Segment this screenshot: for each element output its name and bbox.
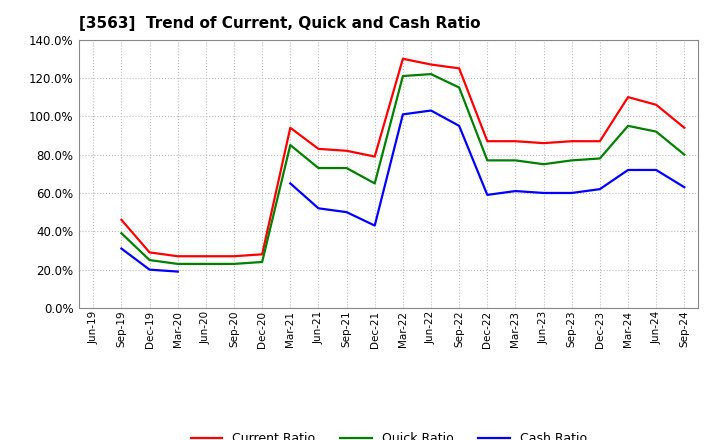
Current Ratio	[483, 139, 492, 144]
Cash Ratio	[286, 181, 294, 186]
Quick Ratio	[342, 165, 351, 171]
Cash Ratio	[539, 191, 548, 196]
Current Ratio	[680, 125, 688, 130]
Current Ratio	[624, 95, 632, 100]
Legend: Current Ratio, Quick Ratio, Cash Ratio: Current Ratio, Quick Ratio, Cash Ratio	[186, 427, 592, 440]
Quick Ratio	[230, 261, 238, 267]
Current Ratio	[399, 56, 408, 62]
Quick Ratio	[567, 158, 576, 163]
Cash Ratio	[455, 123, 464, 128]
Cash Ratio	[624, 167, 632, 172]
Quick Ratio	[174, 261, 182, 267]
Current Ratio	[174, 253, 182, 259]
Quick Ratio	[286, 143, 294, 148]
Cash Ratio	[595, 187, 604, 192]
Quick Ratio	[595, 156, 604, 161]
Cash Ratio	[174, 269, 182, 274]
Cash Ratio	[511, 188, 520, 194]
Current Ratio	[427, 62, 436, 67]
Cash Ratio	[230, 273, 238, 278]
Cash Ratio	[117, 246, 126, 251]
Current Ratio	[314, 146, 323, 151]
Current Ratio	[342, 148, 351, 154]
Cash Ratio	[680, 185, 688, 190]
Quick Ratio	[399, 73, 408, 79]
Current Ratio	[202, 253, 210, 259]
Cash Ratio	[370, 223, 379, 228]
Cash Ratio	[567, 191, 576, 196]
Quick Ratio	[145, 257, 154, 263]
Line: Quick Ratio: Quick Ratio	[122, 74, 684, 264]
Quick Ratio	[314, 165, 323, 171]
Cash Ratio	[652, 167, 660, 172]
Quick Ratio	[202, 261, 210, 267]
Quick Ratio	[117, 231, 126, 236]
Line: Current Ratio: Current Ratio	[122, 59, 684, 256]
Cash Ratio	[145, 267, 154, 272]
Cash Ratio	[342, 209, 351, 215]
Quick Ratio	[652, 129, 660, 134]
Cash Ratio	[314, 205, 323, 211]
Line: Cash Ratio: Cash Ratio	[122, 110, 684, 275]
Current Ratio	[286, 125, 294, 130]
Current Ratio	[539, 140, 548, 146]
Cash Ratio	[427, 108, 436, 113]
Quick Ratio	[427, 71, 436, 77]
Quick Ratio	[483, 158, 492, 163]
Cash Ratio	[483, 192, 492, 198]
Quick Ratio	[455, 85, 464, 90]
Text: [3563]  Trend of Current, Quick and Cash Ratio: [3563] Trend of Current, Quick and Cash …	[79, 16, 481, 32]
Current Ratio	[455, 66, 464, 71]
Current Ratio	[370, 154, 379, 159]
Current Ratio	[230, 253, 238, 259]
Current Ratio	[117, 217, 126, 223]
Quick Ratio	[624, 123, 632, 128]
Current Ratio	[595, 139, 604, 144]
Quick Ratio	[258, 259, 266, 264]
Current Ratio	[145, 250, 154, 255]
Current Ratio	[511, 139, 520, 144]
Current Ratio	[567, 139, 576, 144]
Quick Ratio	[539, 161, 548, 167]
Quick Ratio	[511, 158, 520, 163]
Quick Ratio	[680, 152, 688, 157]
Quick Ratio	[370, 181, 379, 186]
Cash Ratio	[399, 112, 408, 117]
Current Ratio	[258, 252, 266, 257]
Current Ratio	[652, 102, 660, 107]
